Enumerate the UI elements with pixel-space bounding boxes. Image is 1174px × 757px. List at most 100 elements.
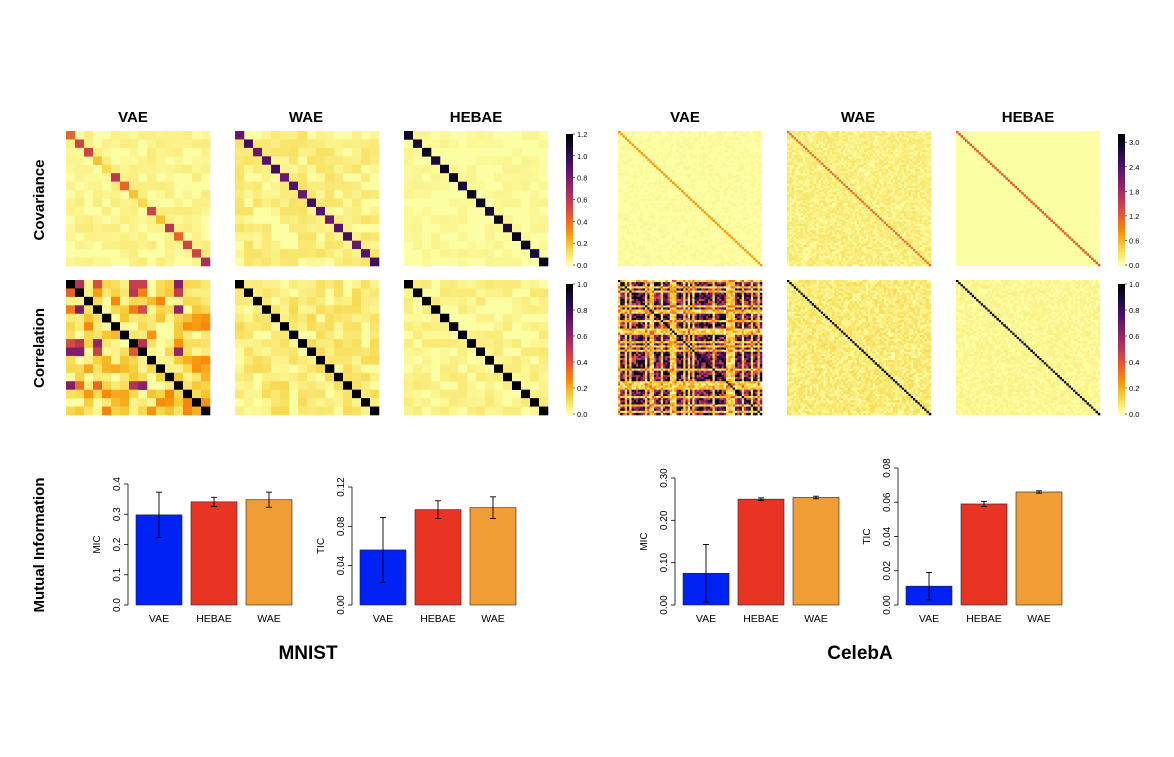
heatmap-cell — [307, 296, 317, 306]
heatmap-cell — [865, 228, 869, 231]
heatmap-diagonal-cell — [717, 223, 720, 227]
heatmap-cell — [807, 160, 810, 163]
heatmap-cell — [787, 183, 790, 187]
heatmap-cell — [343, 223, 353, 233]
heatmap-cell — [138, 131, 148, 140]
heatmap-cell — [807, 131, 810, 134]
heatmap-cell — [192, 305, 202, 315]
heatmap-cell — [807, 173, 810, 176]
heatmap-cell — [926, 152, 930, 155]
heatmap-cell — [755, 139, 758, 142]
heatmap-cell — [665, 242, 668, 246]
heatmap-cell — [271, 322, 281, 331]
heatmap-diagonal-cell — [746, 251, 749, 254]
heatmap-cell — [913, 198, 916, 201]
heatmap-cell — [732, 202, 736, 206]
heatmap-cell — [852, 173, 855, 176]
heatmap-cell — [811, 139, 815, 142]
heatmap-cell — [757, 131, 761, 134]
heatmap-cell — [845, 152, 849, 155]
heatmap-cell — [854, 236, 858, 239]
heatmap-cell — [75, 280, 85, 289]
heatmap-cell — [908, 171, 912, 174]
heatmap-cell — [838, 152, 842, 155]
heatmap-diagonal-cell — [870, 209, 873, 212]
heatmap-cell — [910, 202, 914, 206]
heatmap-cell — [129, 206, 139, 216]
heatmap-cell — [796, 131, 799, 134]
heatmap-cell — [642, 244, 646, 248]
heatmap-cell — [692, 215, 695, 218]
heatmap-diagonal-cell — [721, 228, 725, 231]
heatmap-cell — [838, 173, 842, 176]
heatmap-cell — [879, 232, 882, 235]
heatmap-cell — [723, 240, 727, 244]
heatmap-cell — [701, 251, 704, 254]
heatmap-cell — [928, 198, 932, 201]
heatmap-cell — [879, 230, 882, 233]
heatmap-cell — [922, 135, 925, 138]
heatmap-cell — [674, 211, 677, 214]
heatmap-diagonal-cell — [183, 240, 193, 250]
heatmap-cell — [289, 206, 299, 216]
heatmap-cell — [789, 221, 792, 225]
heatmap-cell — [699, 192, 702, 195]
heatmap-cell — [669, 145, 673, 149]
heatmap-cell — [316, 147, 326, 157]
heatmap-cell — [798, 221, 801, 225]
heatmap-cell — [904, 158, 907, 161]
heatmap-cell — [816, 221, 819, 225]
heatmap-cell — [798, 160, 801, 163]
heatmap-cell — [877, 143, 880, 147]
heatmap-cell — [908, 217, 912, 220]
heatmap-cell — [908, 141, 912, 144]
heatmap-cell — [787, 200, 790, 204]
heatmap-cell — [841, 225, 844, 229]
heatmap-cell — [253, 339, 263, 348]
heatmap-cell — [886, 206, 889, 210]
heatmap-cell — [816, 135, 819, 138]
heatmap-cell — [798, 164, 801, 168]
heatmap-cell — [802, 223, 806, 227]
heatmap-cell — [719, 219, 722, 222]
heatmap-cell — [901, 181, 905, 185]
heatmap-cell — [174, 296, 184, 306]
heatmap-cell — [859, 175, 862, 178]
heatmap-cell — [917, 238, 921, 241]
heatmap-cell — [696, 230, 700, 233]
heatmap-cell — [627, 244, 630, 248]
heatmap-cell — [732, 225, 736, 229]
heatmap-cell — [539, 288, 549, 298]
heatmap-cell — [710, 164, 713, 168]
heatmap-cell — [861, 162, 864, 166]
heatmap-cell — [818, 230, 822, 233]
heatmap-cell — [928, 147, 932, 151]
heatmap-diagonal-cell — [458, 181, 468, 191]
heatmap-cell — [521, 322, 531, 331]
heatmap-cell — [908, 173, 912, 176]
heatmap-cell — [755, 190, 758, 193]
heatmap-cell — [870, 179, 873, 182]
heatmap-cell — [694, 137, 698, 140]
heatmap-cell — [192, 206, 202, 216]
heatmap-cell — [913, 131, 916, 134]
heatmap-cell — [512, 339, 522, 348]
heatmap-cell — [881, 206, 885, 210]
heatmap-cell — [793, 209, 797, 212]
heatmap-cell — [827, 183, 831, 187]
heatmap-cell — [904, 173, 907, 176]
heatmap-cell — [919, 194, 923, 197]
heatmap-cell — [325, 381, 335, 390]
heatmap-cell — [906, 177, 909, 180]
heatmap-cell — [413, 181, 423, 191]
heatmap-cell — [924, 149, 927, 153]
heatmap-cell — [883, 135, 887, 138]
heatmap-cell — [672, 204, 675, 208]
heatmap-cell — [672, 198, 675, 201]
heatmap-cell — [307, 372, 317, 382]
heatmap-cell — [708, 228, 711, 231]
heatmap-diagonal-cell — [325, 364, 335, 374]
heatmap-cell — [759, 249, 763, 252]
heatmap-cell — [913, 209, 916, 212]
heatmap-cell — [805, 149, 808, 153]
